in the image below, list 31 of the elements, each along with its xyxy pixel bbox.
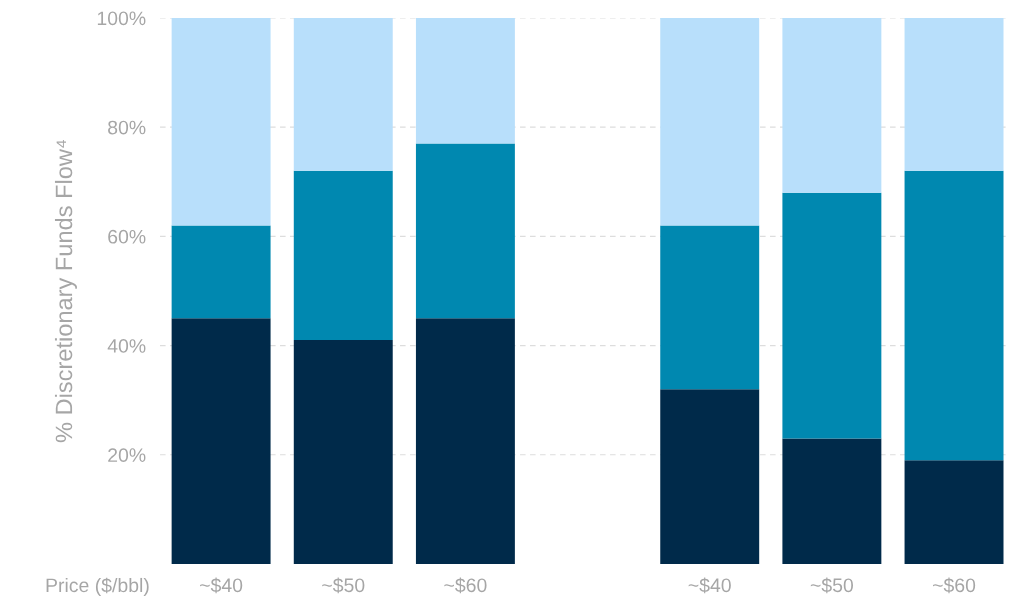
bar	[171, 318, 271, 564]
bar	[782, 192, 882, 439]
x-tick-label: ~$50	[322, 577, 365, 594]
bar	[415, 143, 515, 319]
y-tick-label: 40%	[107, 339, 146, 353]
bar	[171, 225, 271, 319]
bar	[171, 17, 271, 226]
y-tick-label: 20%	[108, 448, 146, 463]
y-tick-label: 60%	[108, 229, 146, 244]
bar	[904, 17, 1004, 171]
bar	[293, 17, 393, 171]
x-tick-label: ~$40	[200, 577, 243, 594]
x-tick-label: ~$40	[688, 577, 731, 594]
x-tick-label: ~$60	[933, 577, 976, 594]
bar	[415, 318, 515, 564]
y-tick-label: 80%	[108, 120, 146, 135]
y-axis-title: % Discretionary Funds Flow⁴	[54, 140, 77, 443]
x-axis-title: Price ($/bbl)	[46, 577, 149, 597]
bar	[782, 438, 882, 564]
x-tick-label: ~$60	[444, 577, 487, 594]
bar	[904, 170, 1004, 461]
y-tick-label: 100%	[97, 11, 146, 26]
x-tick-label: ~$50	[810, 577, 854, 594]
bar	[415, 17, 515, 144]
bar	[782, 17, 882, 193]
bar	[660, 389, 760, 564]
bar	[293, 340, 393, 564]
bar	[660, 17, 760, 226]
bar	[904, 460, 1004, 564]
bar	[660, 225, 760, 390]
bar	[293, 170, 393, 341]
